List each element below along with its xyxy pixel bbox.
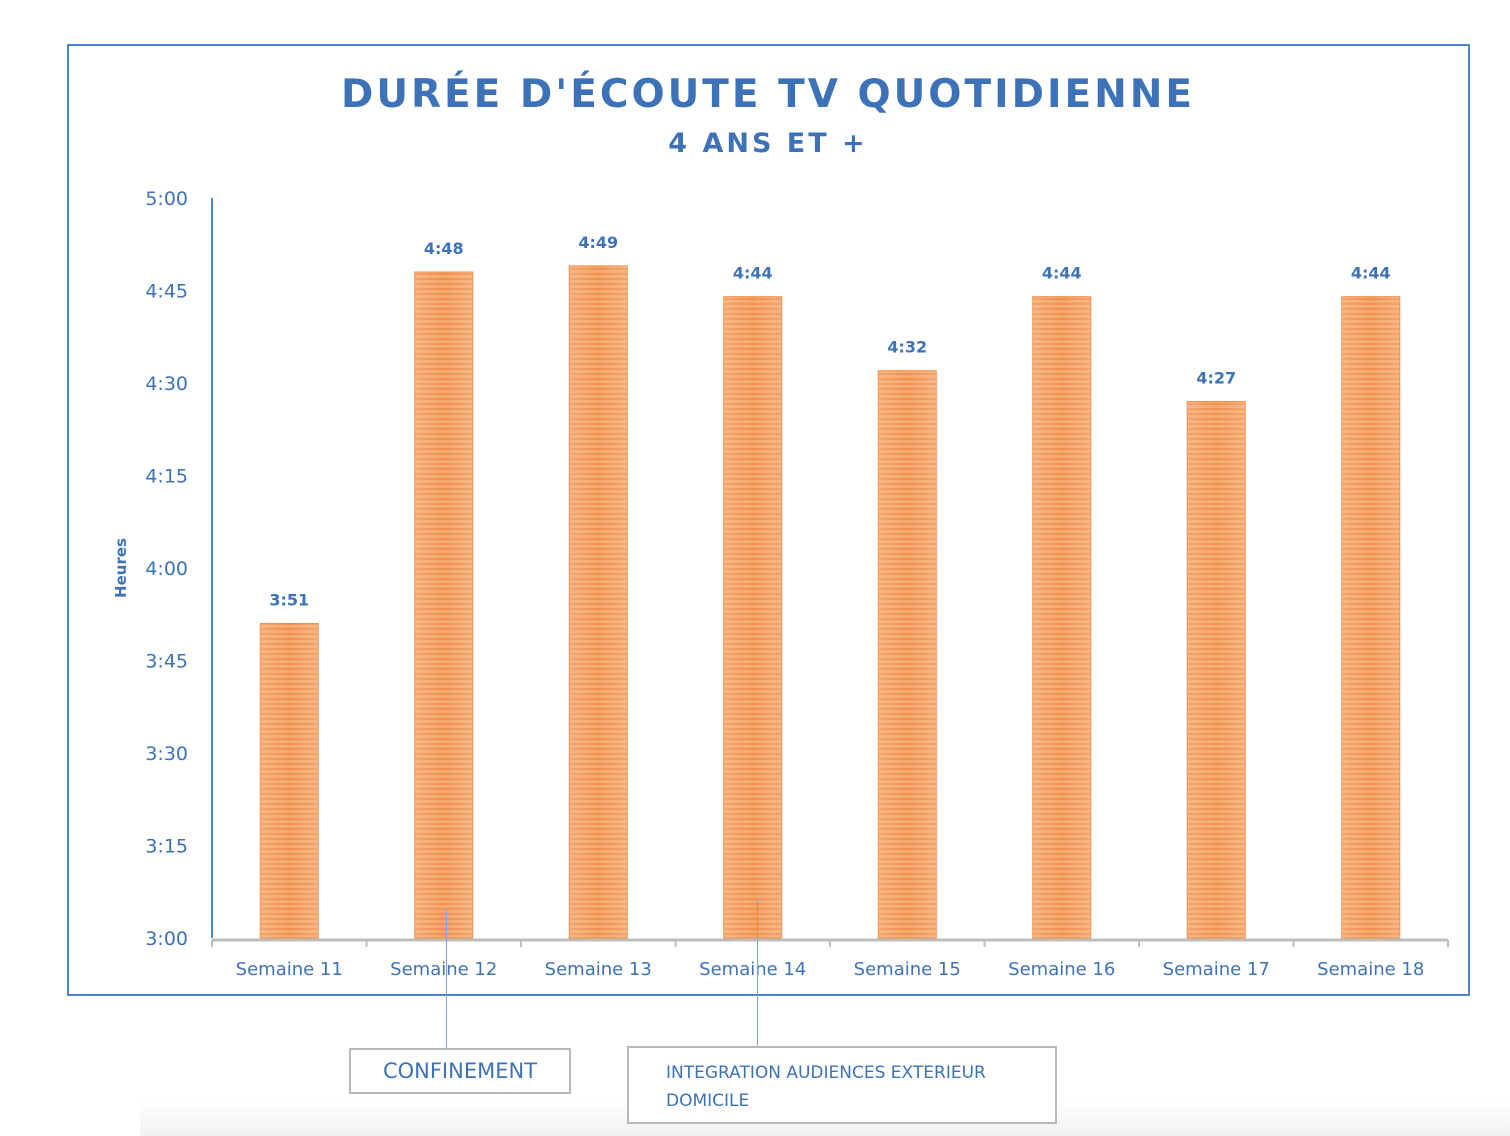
bars [259,265,1401,939]
bar-value-label: 3:51 [269,591,309,610]
y-axis: 3:00 3:15 3:30 3:45 4:00 4:15 4:30 4:45 5:00 [145,188,213,950]
bar-highlight [414,272,473,938]
bar-value-label: 4:27 [1196,369,1236,388]
bar-highlight [260,623,319,938]
x-category-label: Semaine 13 [545,959,652,980]
chart-title: DURÉE D'ÉCOUTE TV QUOTIDIENNE [340,72,1196,117]
x-category-label: Semaine 18 [1317,959,1424,980]
integration-callout-line-2: DOMICILE [666,1091,750,1111]
y-tick-label: 5:00 [145,188,188,210]
y-tick-label: 3:30 [145,743,188,765]
x-category-label: Semaine 15 [854,959,961,980]
confinement-callout: CONFINEMENT [349,1048,571,1094]
bar-value-label: 4:32 [887,338,927,357]
x-axis: Semaine 11 Semaine 12 Semaine 13 Semaine 14… [211,938,1449,980]
data-labels: 3:51 4:48 4:49 4:44 4:32 4:44 4:27 4:44 [269,233,1390,610]
chart-subtitle: 4 ANS ET + [668,128,868,159]
bar-highlight [1187,401,1246,938]
y-tick-label: 4:00 [145,558,188,580]
bar-value-label: 4:48 [424,239,464,258]
bar-value-label: 4:44 [1351,264,1391,283]
x-category-label: Semaine 16 [1008,959,1115,980]
y-tick-label: 3:00 [145,928,188,950]
x-category-label: Semaine 12 [390,959,497,980]
bar-highlight [723,296,782,939]
y-tick-label: 4:15 [145,466,188,488]
bar-highlight [1341,296,1400,939]
confinement-callout-text: CONFINEMENT [382,1059,538,1083]
integration-callout-line-1: INTEGRATION AUDIENCES EXTERIEUR [666,1063,986,1083]
integration-connector-line [757,900,758,1046]
bar-highlight [569,265,628,938]
bar-highlight [878,370,937,939]
integration-callout: INTEGRATION AUDIENCES EXTERIEUR DOMICILE [627,1046,1057,1124]
y-axis-title: Heures [112,538,130,598]
y-tick-label: 3:15 [145,836,188,858]
y-tick-label: 4:45 [145,281,188,303]
y-tick-label: 3:45 [145,651,188,673]
x-category-label: Semaine 14 [699,959,806,980]
x-category-label: Semaine 17 [1163,959,1270,980]
confinement-connector-line [446,908,447,1048]
bar-value-label: 4:44 [1042,264,1082,283]
bar-highlight [1032,296,1091,939]
bar-value-label: 4:49 [578,233,618,252]
y-tick-label: 4:30 [145,373,188,395]
x-category-label: Semaine 11 [236,959,343,980]
bar-value-label: 4:44 [733,264,773,283]
